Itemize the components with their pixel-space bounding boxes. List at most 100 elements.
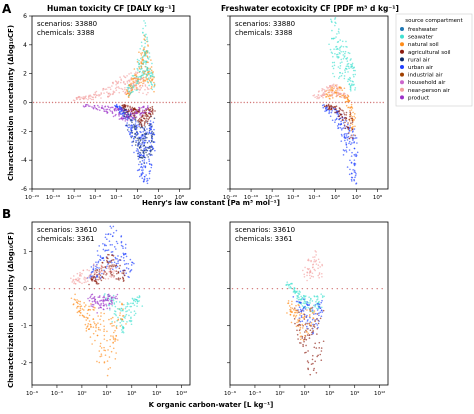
scatter-point xyxy=(105,244,108,247)
scatter-point xyxy=(318,273,321,275)
scatter-point xyxy=(140,57,142,60)
scatter-point xyxy=(317,305,320,308)
scatter-point xyxy=(138,117,141,120)
scatter-point xyxy=(143,175,146,178)
scatter-point xyxy=(131,84,134,87)
scatter-point xyxy=(107,249,110,251)
scatter-point xyxy=(87,97,90,99)
scatter-point xyxy=(148,145,151,148)
baseline-point xyxy=(102,101,104,104)
scatter-point xyxy=(111,303,113,306)
scatter-point xyxy=(100,312,102,314)
scatter-point xyxy=(138,65,140,68)
baseline-point xyxy=(138,287,140,290)
baseline-point xyxy=(38,287,41,290)
scatter-point xyxy=(351,117,354,120)
baseline-point xyxy=(103,287,106,290)
scatter-point xyxy=(306,320,309,322)
scatter-point xyxy=(145,93,148,96)
scatter-point xyxy=(149,75,152,77)
x-tick-label: 10⁻¹⁶ xyxy=(244,194,259,201)
scatter-point xyxy=(348,67,350,70)
scatter-point xyxy=(128,124,130,126)
scatter-point xyxy=(151,125,153,127)
scatter-point xyxy=(348,132,350,134)
legend-label: industrial air xyxy=(408,73,443,79)
scatter-point xyxy=(345,146,348,149)
scatter-point xyxy=(150,126,152,129)
scatter-point xyxy=(120,241,123,244)
baseline-point xyxy=(290,101,293,104)
scatter-point xyxy=(319,311,322,314)
scatter-point xyxy=(342,149,345,151)
scatter-point xyxy=(115,248,117,250)
baseline-point xyxy=(143,287,145,290)
baseline-point xyxy=(306,287,309,290)
scatter-point xyxy=(136,137,139,140)
scatter-point xyxy=(140,166,142,169)
scatter-point xyxy=(113,296,115,299)
scatter-point xyxy=(111,264,114,266)
scatter-point xyxy=(117,109,120,111)
scatter-point xyxy=(336,41,339,43)
scatter-point xyxy=(326,94,329,96)
scatter-point xyxy=(316,309,319,311)
scatter-point xyxy=(111,299,113,302)
scatter-point xyxy=(306,328,309,330)
baseline-point xyxy=(311,287,314,290)
baseline-point xyxy=(259,101,261,104)
scatter-point xyxy=(122,320,125,323)
scatter-point xyxy=(320,309,323,311)
scatter-point xyxy=(145,148,147,151)
scatter-point xyxy=(147,147,150,149)
scatter-point xyxy=(355,183,357,185)
scatter-point xyxy=(339,113,342,116)
scatter-point xyxy=(130,269,133,271)
baseline-point xyxy=(284,101,286,104)
scatter-point xyxy=(319,317,322,320)
scatter-point xyxy=(144,137,147,140)
scatter-point xyxy=(308,337,311,339)
baseline-point xyxy=(124,101,126,104)
scatter-point xyxy=(149,77,152,79)
scatter-point xyxy=(345,104,348,107)
scatter-point xyxy=(141,163,143,165)
series-seawater xyxy=(103,293,144,334)
baseline-point xyxy=(360,101,362,104)
scatter-point xyxy=(138,163,140,166)
scatter-point xyxy=(140,120,143,122)
scatter-point xyxy=(103,295,105,298)
scatter-point xyxy=(106,330,108,333)
scatter-point xyxy=(144,84,147,86)
scatter-point xyxy=(92,326,95,329)
scatter-point xyxy=(312,256,314,258)
scatter-point xyxy=(351,121,354,123)
scatter-point xyxy=(319,266,321,268)
scatter-point xyxy=(333,48,335,50)
scatter-point xyxy=(122,245,124,248)
scatter-point xyxy=(345,67,347,70)
scatter-point xyxy=(83,305,86,308)
baseline-point xyxy=(61,101,63,104)
scatter-point xyxy=(85,304,87,306)
scatter-point xyxy=(334,52,336,55)
scatter-point xyxy=(124,317,126,319)
scatter-point xyxy=(78,277,81,280)
scatter-point xyxy=(144,111,147,113)
legend-label: natural soil xyxy=(408,42,439,48)
scatter-point xyxy=(104,110,106,113)
scatter-point xyxy=(100,264,103,267)
scatter-point xyxy=(338,87,341,89)
scatter-point xyxy=(350,66,352,69)
scatter-point xyxy=(293,307,296,309)
scatter-point xyxy=(339,62,342,64)
scatter-point xyxy=(100,304,102,306)
scatter-point xyxy=(304,305,306,308)
scatter-point xyxy=(144,88,146,91)
scatter-point xyxy=(133,262,135,265)
annotation-b-left-scenarios: scenarios: 33610 xyxy=(37,226,97,234)
scatter-point xyxy=(101,105,103,107)
scatter-point xyxy=(146,80,149,83)
scatter-point xyxy=(88,269,90,272)
scatter-point xyxy=(317,96,319,99)
